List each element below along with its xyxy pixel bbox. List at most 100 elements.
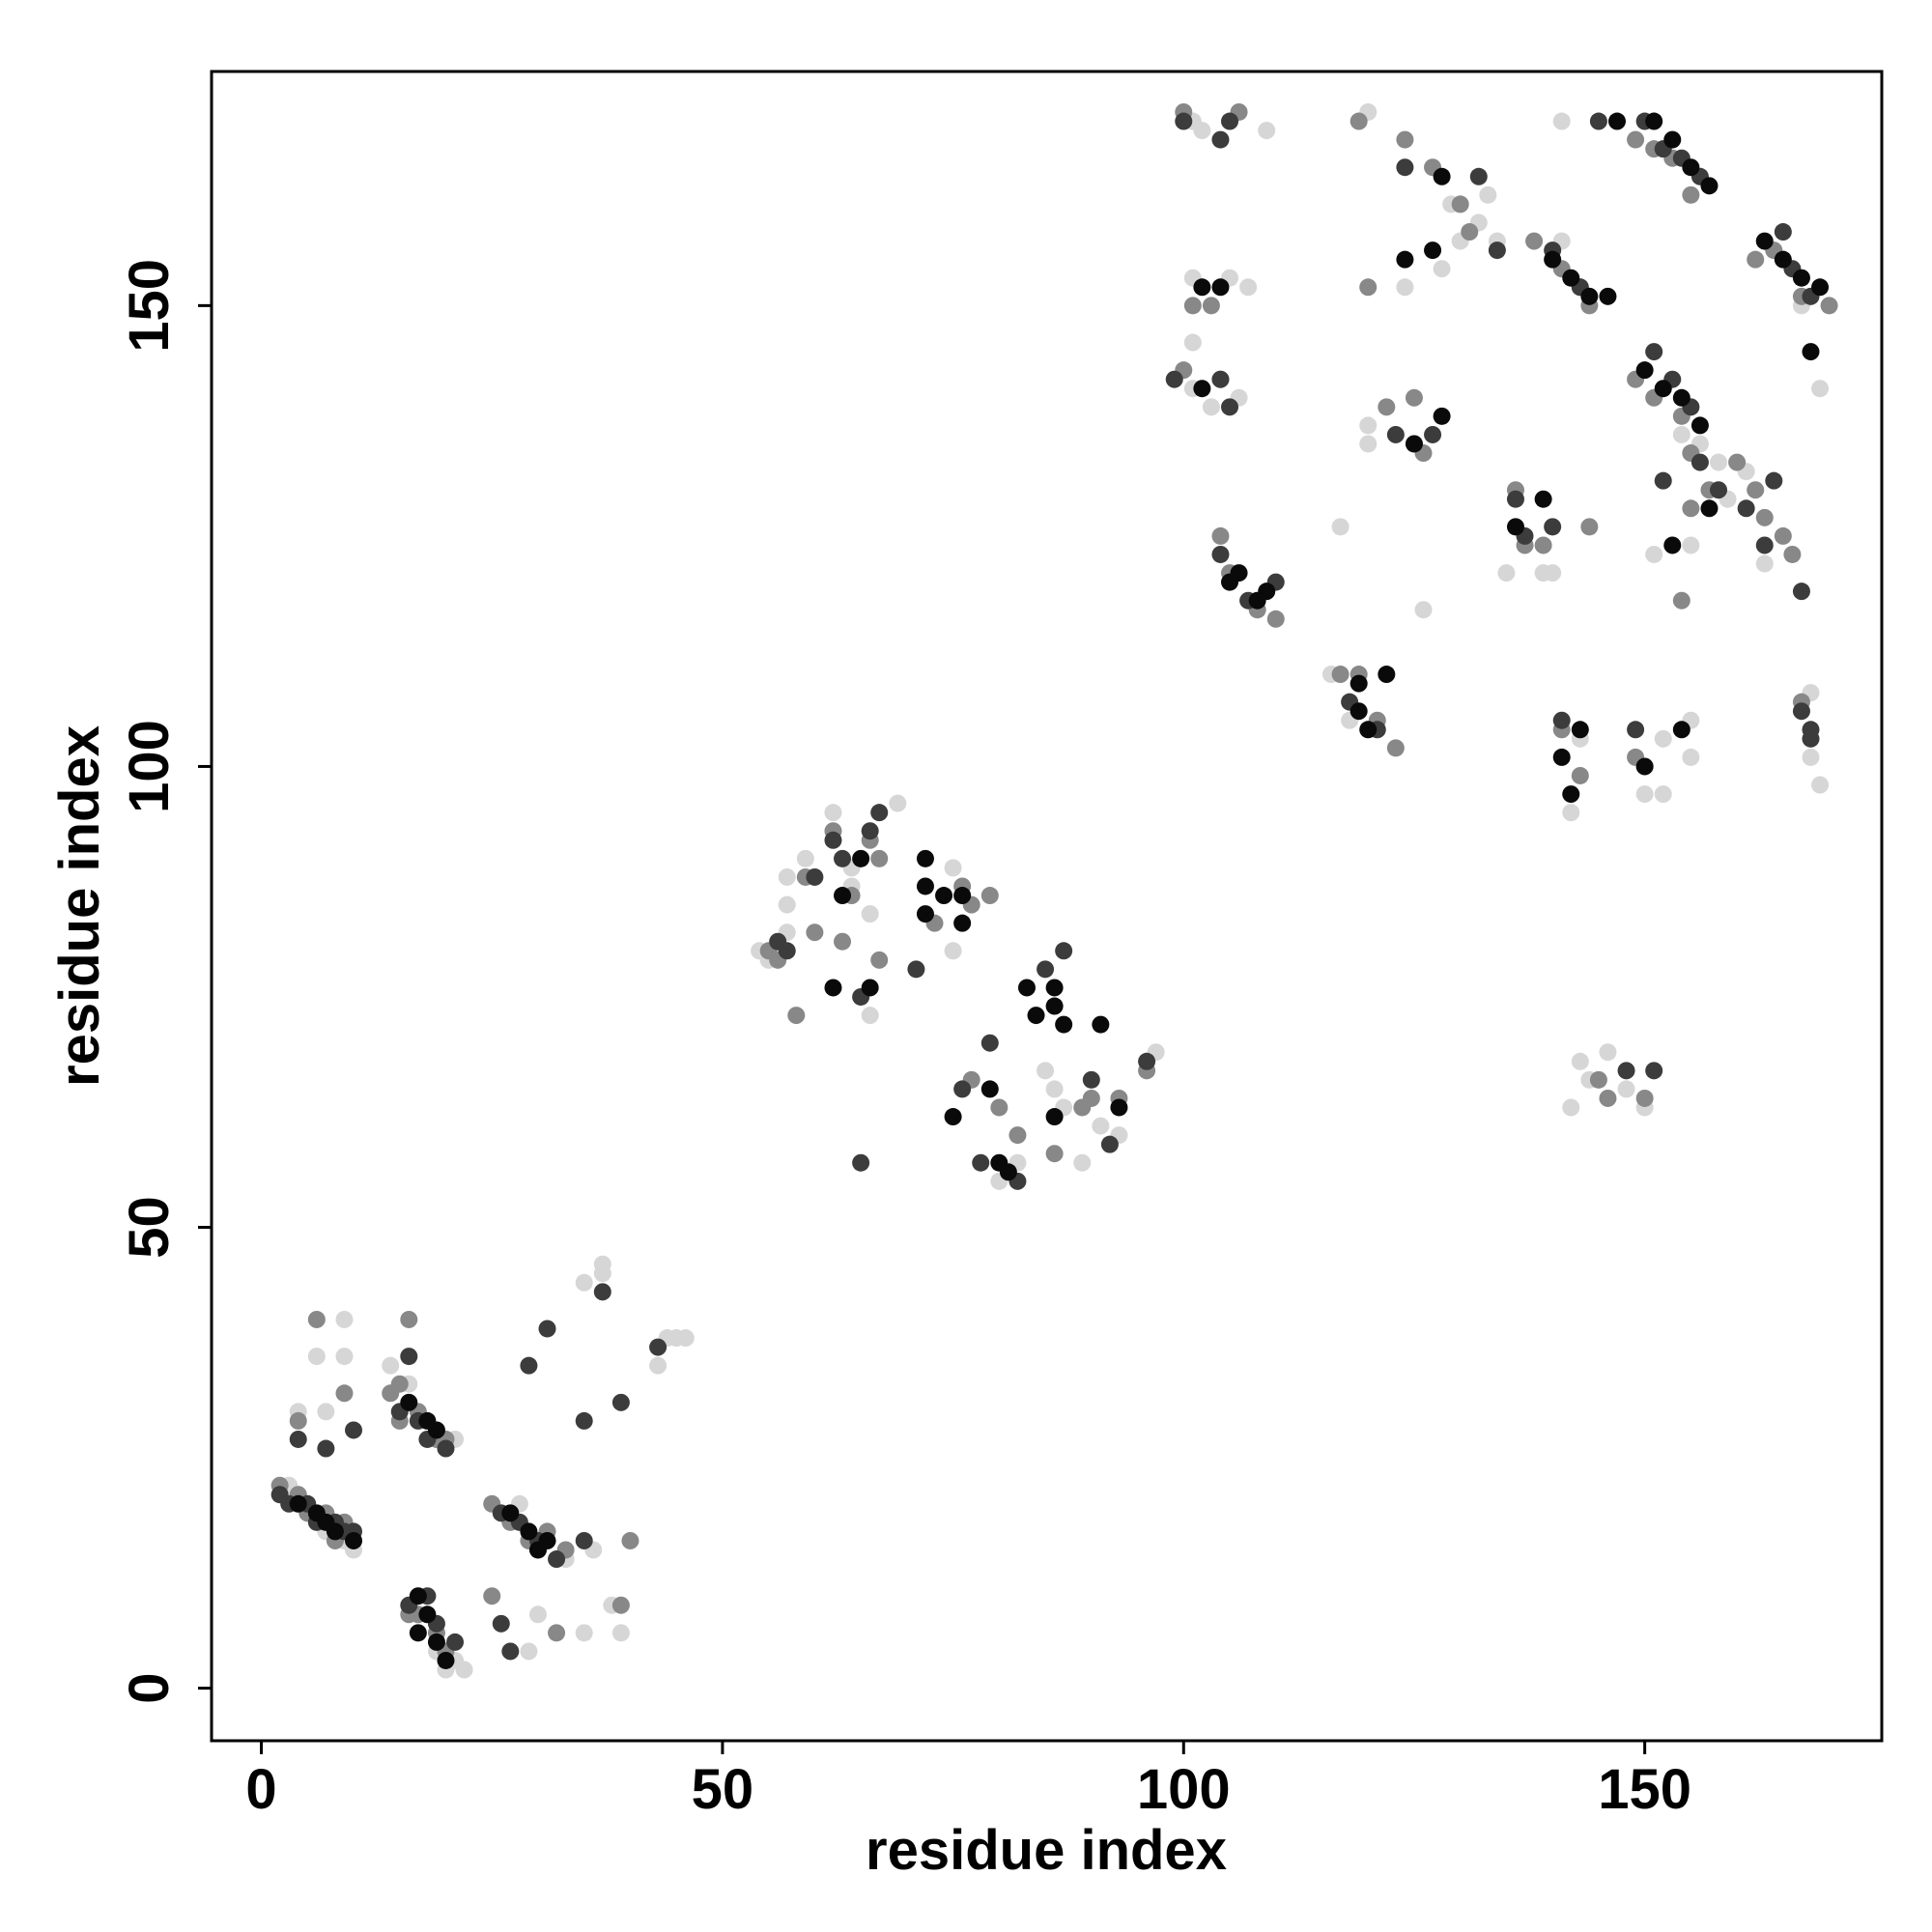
point — [1774, 526, 1792, 545]
point — [1405, 435, 1423, 453]
point — [1451, 195, 1469, 213]
point — [1589, 1070, 1607, 1089]
point — [390, 1375, 409, 1393]
point — [1211, 545, 1230, 563]
point — [528, 1541, 547, 1559]
point — [1599, 1043, 1617, 1062]
x-axis-title: residue index — [866, 1819, 1227, 1882]
point — [1682, 499, 1700, 518]
point — [944, 942, 962, 960]
point — [575, 1411, 593, 1430]
point — [861, 1007, 879, 1025]
point — [852, 849, 870, 867]
point — [1682, 748, 1700, 766]
point — [870, 804, 889, 822]
point — [1654, 785, 1672, 804]
point — [1202, 398, 1220, 416]
point — [916, 905, 934, 923]
point — [1045, 1108, 1064, 1126]
point — [935, 887, 953, 905]
point — [1755, 536, 1774, 554]
point — [1682, 536, 1700, 554]
point — [1506, 490, 1524, 508]
point — [1331, 666, 1350, 684]
point — [1663, 130, 1682, 149]
point — [824, 804, 842, 822]
point — [538, 1320, 556, 1338]
point — [1645, 545, 1663, 563]
point — [611, 1393, 630, 1411]
point — [944, 1108, 962, 1126]
point — [1045, 997, 1064, 1015]
point — [335, 1310, 354, 1328]
point — [834, 849, 852, 867]
point — [1562, 1098, 1580, 1117]
point — [1811, 380, 1830, 398]
point — [1562, 785, 1580, 804]
point — [1469, 167, 1488, 185]
point — [317, 1403, 335, 1421]
point — [1765, 471, 1783, 490]
point — [1710, 481, 1728, 499]
point — [317, 1439, 335, 1458]
point — [1792, 702, 1810, 721]
point — [593, 1264, 611, 1283]
point — [335, 1348, 354, 1366]
point — [1331, 518, 1350, 536]
point — [1350, 112, 1368, 130]
point — [1424, 242, 1442, 260]
point — [492, 1614, 510, 1633]
point — [1221, 398, 1239, 416]
point — [427, 1633, 445, 1651]
point — [1055, 942, 1073, 960]
point — [437, 1651, 455, 1669]
point — [1082, 1089, 1100, 1107]
point — [824, 831, 842, 849]
point — [778, 895, 796, 914]
point — [990, 1098, 1009, 1117]
point — [575, 1624, 593, 1642]
point — [787, 1007, 806, 1025]
point — [1811, 278, 1830, 297]
point — [611, 1624, 630, 1642]
point — [409, 1624, 427, 1642]
point — [778, 867, 796, 886]
point — [1682, 158, 1700, 177]
point — [289, 1494, 307, 1513]
point — [870, 951, 889, 969]
point — [1405, 388, 1423, 407]
point — [1183, 297, 1202, 315]
point — [1682, 185, 1700, 204]
point — [520, 1642, 538, 1661]
point — [1544, 518, 1562, 536]
point — [1755, 508, 1774, 526]
point — [382, 1356, 400, 1375]
point — [1461, 223, 1479, 242]
point — [1571, 721, 1589, 739]
point — [1700, 499, 1719, 518]
point — [1747, 250, 1765, 269]
point — [1802, 343, 1820, 361]
point — [1165, 370, 1183, 388]
point — [1654, 380, 1672, 398]
point — [1350, 702, 1368, 721]
point — [1672, 388, 1690, 407]
point — [824, 979, 842, 997]
y-tick-label: 50 — [118, 1196, 181, 1259]
point — [1571, 766, 1589, 784]
point — [1230, 564, 1248, 582]
point — [1266, 610, 1285, 628]
point — [1774, 223, 1792, 242]
point — [289, 1430, 307, 1448]
y-tick-label: 0 — [118, 1672, 181, 1703]
point — [980, 1034, 999, 1052]
point — [1037, 960, 1055, 979]
point — [1635, 1089, 1654, 1107]
point — [1009, 1126, 1027, 1145]
point — [1092, 1117, 1110, 1135]
point — [1580, 518, 1599, 536]
point — [953, 914, 972, 932]
point — [593, 1283, 611, 1301]
point — [1663, 536, 1682, 554]
point — [1607, 112, 1626, 130]
